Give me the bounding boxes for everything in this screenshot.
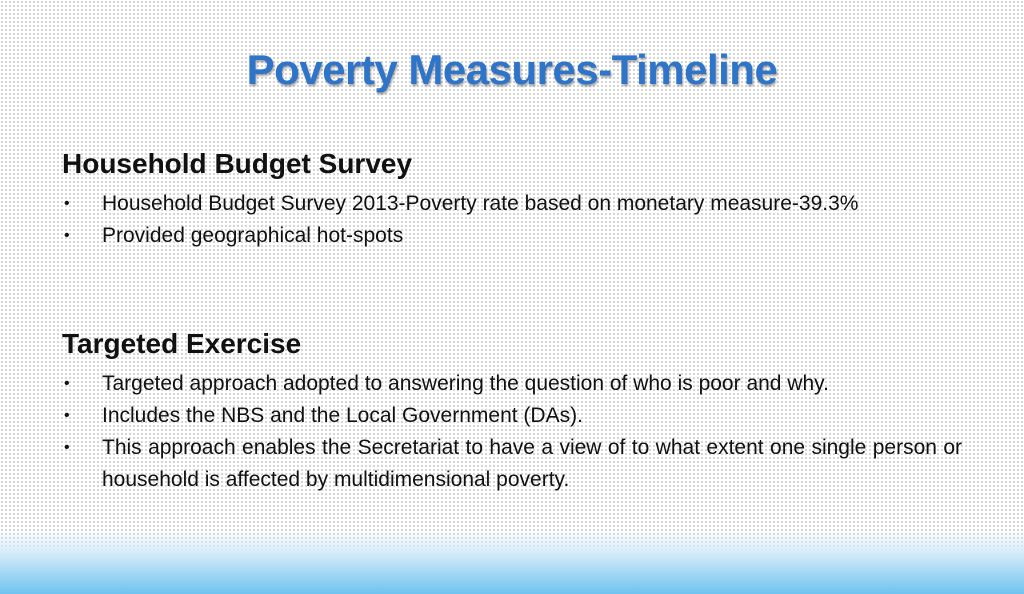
bullet-item: • Includes the NBS and the Local Governm… xyxy=(62,400,962,432)
bullet-list: • Targeted approach adopted to answering… xyxy=(62,368,962,496)
slide-title: Poverty Measures-Timeline xyxy=(246,46,778,93)
bullet-icon: • xyxy=(64,375,70,392)
section-heading: Household Budget Survey xyxy=(62,148,413,179)
bullet-text: This approach enables the Secretariat to… xyxy=(102,436,962,491)
bullet-text: Targeted approach adopted to answering t… xyxy=(102,372,829,395)
bullet-item: • This approach enables the Secretariat … xyxy=(62,432,962,496)
bullet-item: • Household Budget Survey 2013-Poverty r… xyxy=(62,188,962,220)
section-household-budget-survey: Household Budget Survey • Household Budg… xyxy=(62,146,962,252)
bullet-item: • Provided geographical hot-spots xyxy=(62,220,962,252)
section-targeted-exercise: Targeted Exercise • Targeted approach ad… xyxy=(62,326,962,496)
bullet-icon: • xyxy=(64,227,70,244)
section-heading: Targeted Exercise xyxy=(62,328,302,359)
bullet-icon: • xyxy=(64,195,70,212)
bullet-icon: • xyxy=(64,439,70,456)
bottom-gradient-band xyxy=(0,530,1024,594)
bullet-text: Household Budget Survey 2013-Poverty rat… xyxy=(102,192,859,215)
bullet-text: Includes the NBS and the Local Governmen… xyxy=(102,404,583,427)
bullet-text: Provided geographical hot-spots xyxy=(102,224,404,247)
bullet-icon: • xyxy=(64,407,70,424)
bullet-item: • Targeted approach adopted to answering… xyxy=(62,368,962,400)
bullet-list: • Household Budget Survey 2013-Poverty r… xyxy=(62,188,962,252)
